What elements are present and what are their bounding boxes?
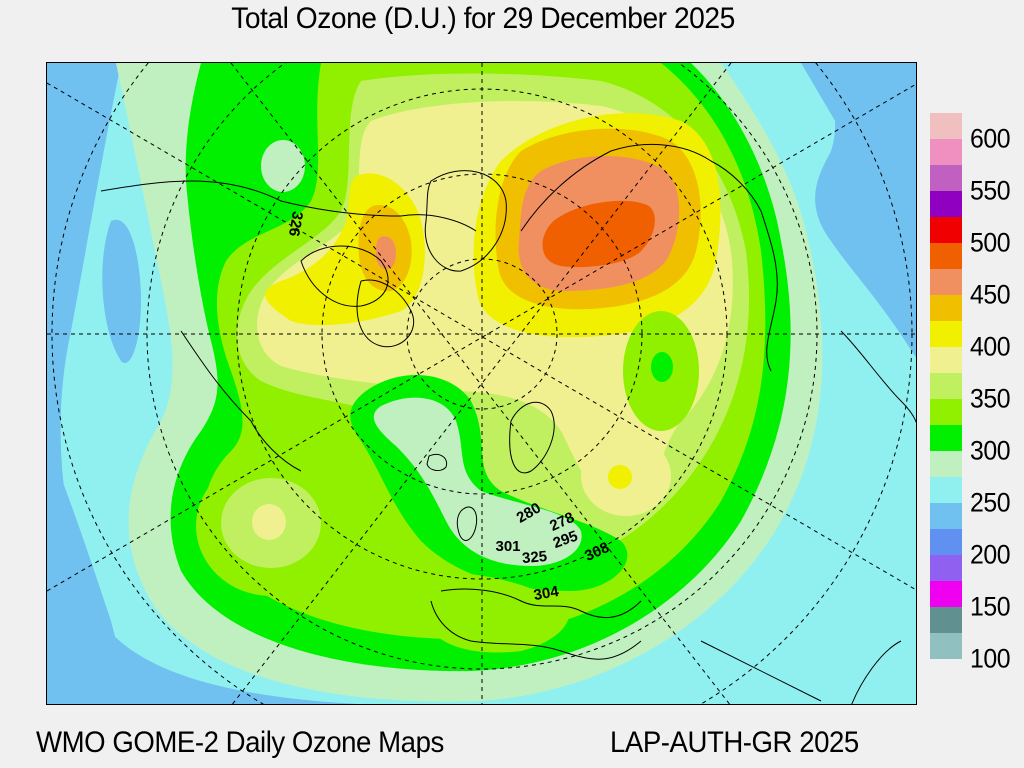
colorbar-swatch-150 [930, 607, 962, 633]
colorbar-tick-550: 550 [970, 175, 1011, 206]
colorbar-swatch-575 [930, 165, 962, 191]
coastlines [100, 144, 916, 704]
colorbar-tick-450: 450 [970, 279, 1011, 310]
ozone-map: 326 280 278 295 301 325 308 304 [46, 62, 917, 705]
colorbar-swatch-625 [930, 113, 962, 139]
chart-title: Total Ozone (D.U.) for 29 December 2025 [231, 2, 735, 35]
colorbar-swatch-600 [930, 139, 962, 165]
hudson-bay-min [261, 140, 305, 192]
colorbar-tick-350: 350 [970, 383, 1011, 414]
colorbar-tick-150: 150 [970, 591, 1011, 622]
band-blue-w [102, 219, 141, 363]
colorbar-tick-400: 400 [970, 331, 1011, 362]
colorbar-swatch-400 [930, 347, 962, 373]
caspian-max-400 [608, 465, 632, 489]
colorbar-swatch-375 [930, 373, 962, 399]
band-blue-ne [815, 63, 916, 358]
band-blue-sw [47, 441, 140, 704]
colorbar-swatch-250 [930, 503, 962, 529]
colorbar [930, 113, 962, 659]
colorbar-tick-100: 100 [970, 643, 1011, 674]
colorbar-swatch-500 [930, 243, 962, 269]
colorbar-tick-200: 200 [970, 539, 1011, 570]
colorbar-labels: 600 550 500 450 400 350 300 250 200 150 100 [970, 113, 1024, 674]
colorbar-swatch-325 [930, 425, 962, 451]
colorbar-tick-250: 250 [970, 487, 1011, 518]
colorbar-tick-500: 500 [970, 227, 1011, 258]
colorbar-swatch-175 [930, 581, 962, 607]
colorbar-swatch-275 [930, 477, 962, 503]
colorbar-swatch-125 [930, 633, 962, 659]
contour-label-326: 326 [285, 210, 306, 238]
colorbar-swatch-525 [930, 217, 962, 243]
colorbar-tick-600: 600 [970, 123, 1011, 154]
atlantic-low-300 [373, 397, 582, 566]
pacific-max-400 [252, 504, 286, 540]
colorbar-swatch-425 [930, 321, 962, 347]
colorbar-swatch-475 [930, 269, 962, 295]
colorbar-swatch-450 [930, 295, 962, 321]
mediterranean-350 [416, 572, 569, 653]
footer-source: WMO GOME-2 Daily Ozone Maps [36, 726, 444, 759]
ozone-map-svg: 326 280 278 295 301 325 308 304 [47, 63, 916, 704]
colorbar-swatch-300 [930, 451, 962, 477]
colorbar-swatch-225 [930, 529, 962, 555]
contour-label-301: 301 [495, 538, 520, 555]
central-asia-min-325 [651, 352, 673, 382]
contour-label-325: 325 [521, 548, 547, 567]
colorbar-tick-300: 300 [970, 435, 1011, 466]
footer-credit: LAP-AUTH-GR 2025 [610, 726, 859, 759]
colorbar-swatch-200 [930, 555, 962, 581]
colorbar-swatch-550 [930, 191, 962, 217]
contour-label-304: 304 [532, 583, 560, 604]
colorbar-swatch-350 [930, 399, 962, 425]
